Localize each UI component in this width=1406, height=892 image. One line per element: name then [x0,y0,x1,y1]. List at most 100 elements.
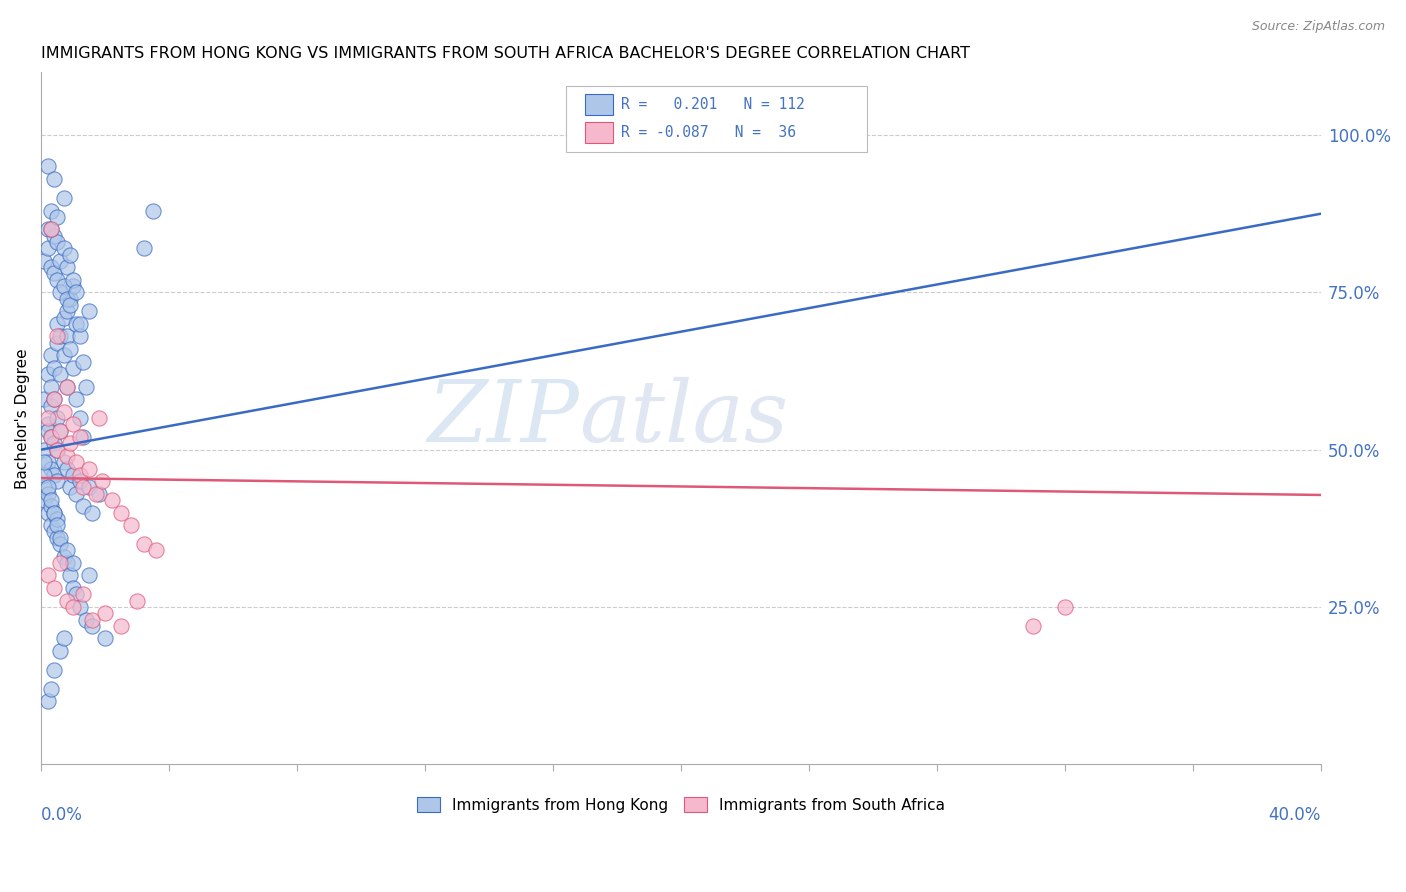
Point [52,405,75,419]
Point [49,537,72,551]
Point [82,619,104,633]
Point [39,399,62,413]
Point [52,455,75,469]
Point [55,304,77,318]
Point [55,543,77,558]
Point [34,392,56,407]
Point [37,367,59,381]
Point [42,267,65,281]
Point [59,247,82,261]
Point [42,360,65,375]
Point [65,285,87,300]
Point [72,500,94,514]
Point [42,228,65,243]
Point [69,317,91,331]
Point [142,203,165,218]
Point [62,273,84,287]
Point [69,599,91,614]
Point [110,619,132,633]
Point [127,593,149,607]
Point [55,329,77,343]
Point [55,449,77,463]
Point [49,285,72,300]
Point [37,160,59,174]
Point [46,411,69,425]
Point [46,235,69,249]
Point [42,392,65,407]
Point [59,298,82,312]
Point [49,424,72,438]
Point [69,467,91,482]
Y-axis label: Bachelor's Degree: Bachelor's Degree [15,348,30,489]
Point [34,480,56,494]
Point [42,436,65,450]
Point [42,506,65,520]
Point [65,455,87,469]
Point [69,411,91,425]
Point [49,531,72,545]
Point [42,524,65,539]
Point [94,632,117,646]
Point [37,241,59,255]
Point [77,480,100,494]
Bar [585,122,613,143]
Point [1054,599,1077,614]
Point [42,506,65,520]
Point [65,486,87,500]
Point [39,222,62,236]
Point [110,506,132,520]
Point [39,518,62,533]
Point [100,493,122,508]
Text: 0.0%: 0.0% [41,805,83,824]
Legend: Immigrants from Hong Kong, Immigrants from South Africa: Immigrants from Hong Kong, Immigrants fr… [411,790,950,819]
Text: atlas: atlas [579,376,787,459]
Point [49,329,72,343]
Point [52,310,75,325]
Point [39,222,62,236]
Point [34,442,56,457]
FancyBboxPatch shape [565,86,866,152]
Point [62,279,84,293]
Point [55,380,77,394]
Point [62,417,84,432]
Point [46,335,69,350]
Point [52,632,75,646]
Point [39,203,62,218]
Point [69,329,91,343]
Point [59,292,82,306]
Point [39,681,62,696]
Point [39,493,62,508]
Point [49,253,72,268]
Point [65,392,87,407]
Point [55,380,77,394]
Point [37,694,59,708]
Point [82,506,104,520]
Text: IMMIGRANTS FROM HONG KONG VS IMMIGRANTS FROM SOUTH AFRICA BACHELOR'S DEGREE CORR: IMMIGRANTS FROM HONG KONG VS IMMIGRANTS … [41,46,970,62]
Point [75,613,97,627]
Point [49,424,72,438]
Point [77,461,100,475]
Point [145,543,167,558]
Point [62,599,84,614]
Text: R =   0.201   N = 112: R = 0.201 N = 112 [621,97,804,112]
Point [37,506,59,520]
Point [62,360,84,375]
Point [69,430,91,444]
Point [65,317,87,331]
Bar [585,95,613,115]
Point [39,430,62,444]
Point [46,210,69,224]
Point [72,480,94,494]
Point [132,537,155,551]
Point [37,486,59,500]
Point [37,222,59,236]
Point [120,518,142,533]
Point [34,493,56,508]
Point [72,354,94,368]
Point [62,581,84,595]
Point [59,480,82,494]
Point [62,467,84,482]
Point [52,279,75,293]
Point [90,474,112,488]
Point [46,512,69,526]
